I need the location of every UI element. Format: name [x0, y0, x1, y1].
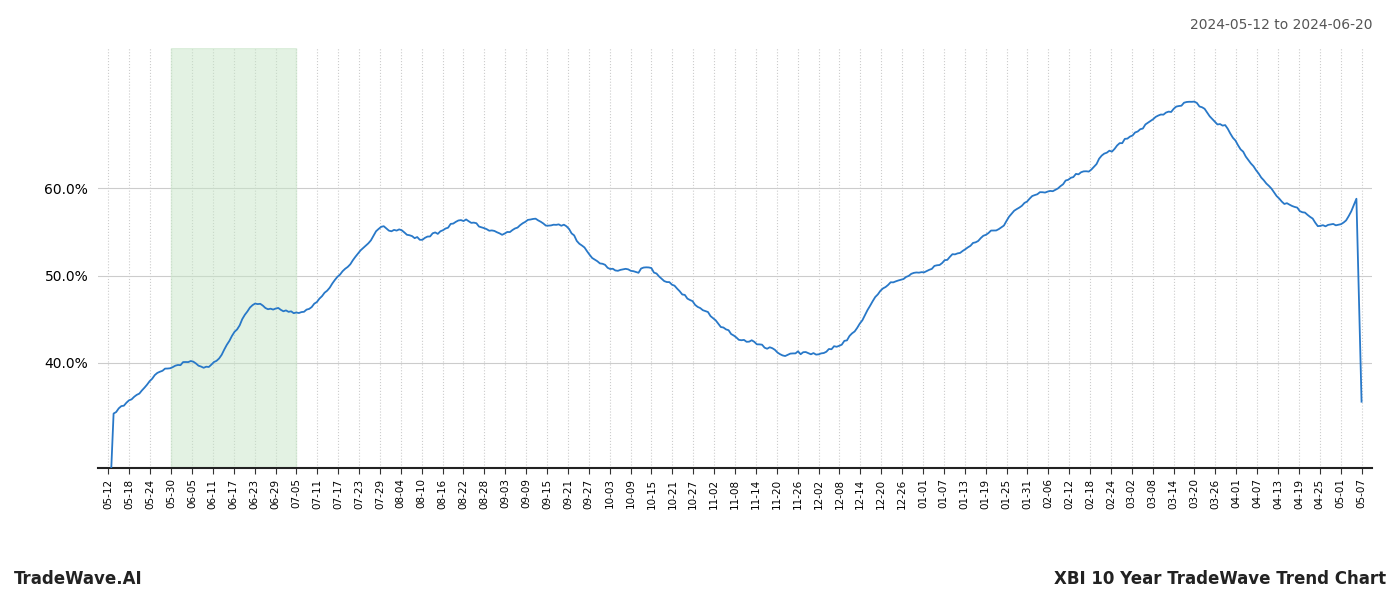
- Text: XBI 10 Year TradeWave Trend Chart: XBI 10 Year TradeWave Trend Chart: [1054, 570, 1386, 588]
- Bar: [171, 48, 297, 468]
- Text: 2024-05-12 to 2024-06-20: 2024-05-12 to 2024-06-20: [1190, 18, 1372, 32]
- Text: TradeWave.AI: TradeWave.AI: [14, 570, 143, 588]
